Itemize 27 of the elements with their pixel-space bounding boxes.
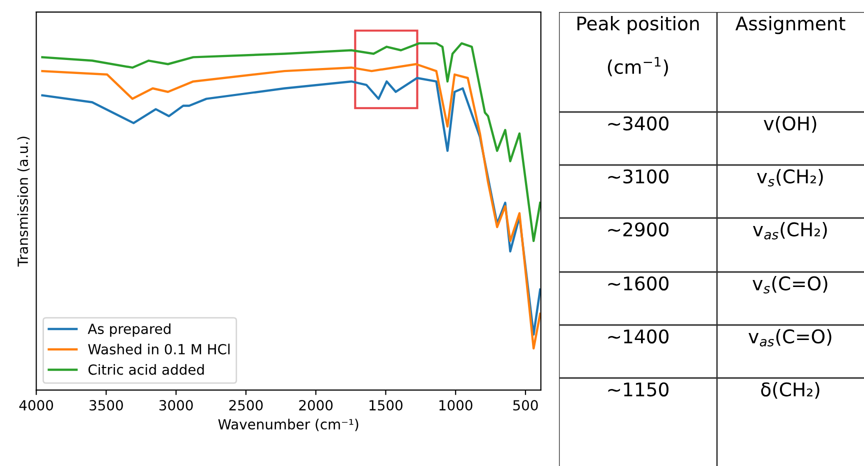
text: ~1600 (608, 276, 668, 291)
x-tick-label: 1000 (439, 400, 472, 411)
x-axis-title: Wavenumber (cm⁻¹) (218, 418, 358, 432)
x-tick-label: 4000 (19, 400, 54, 411)
text: v(OH) (764, 116, 816, 133)
x-tick-label: 3500 (90, 400, 123, 411)
x-tick-label: 2000 (299, 400, 333, 411)
text: ~3100 (608, 169, 668, 184)
legend-label: As prepared (88, 323, 170, 337)
x-tick-label: 500 (513, 400, 538, 411)
x-tick-label: 2500 (229, 400, 263, 411)
text: ~3400 (608, 116, 668, 131)
text: v$_{s}$(CH₂) (757, 168, 823, 186)
text: ~1150 (608, 382, 668, 397)
text: Peak position (cm$^{−1}$) (577, 16, 699, 76)
text: v$_{as}$(CH₂) (752, 222, 827, 240)
text: Assignment (735, 16, 846, 34)
x-tick-label: 3000 (159, 400, 193, 411)
legend-label: Washed in 0.1 M HCl (88, 344, 230, 354)
text: δ(CH₂) (761, 382, 820, 399)
text: v$_{as}$(C=O) (748, 328, 832, 346)
y-axis-title: Transmission (a.u.) (17, 136, 30, 267)
text: ~2900 (608, 222, 668, 237)
text: ~1400 (608, 329, 668, 344)
x-tick-label: 1500 (370, 400, 402, 411)
text: v$_{s}$(C=O) (752, 276, 828, 294)
legend-label: Citric acid added (88, 364, 204, 375)
